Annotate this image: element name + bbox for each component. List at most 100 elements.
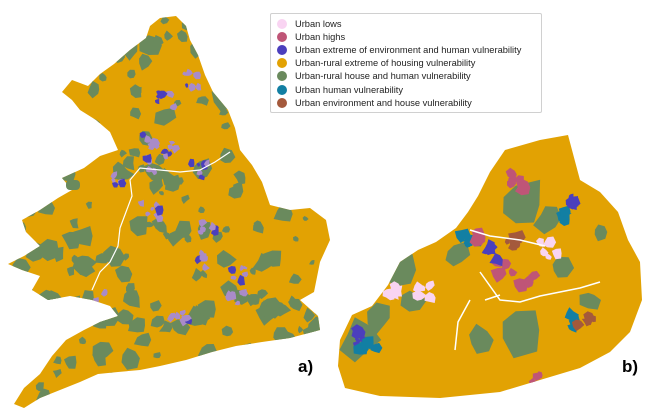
map-a-patch	[168, 400, 180, 408]
map-a-patch	[288, 298, 303, 312]
map-a-base	[8, 16, 330, 408]
map-a-patch	[252, 253, 276, 272]
map-a-patch	[53, 356, 62, 365]
map-a-patch	[8, 305, 22, 324]
legend-item: Urban environment and house vulnerabilit…	[277, 96, 535, 109]
map-a-patch	[154, 107, 177, 126]
map-b-green-patch	[503, 179, 541, 224]
map-a-urban-patch	[167, 144, 174, 151]
map-a-urban-patch	[165, 90, 175, 98]
map-a-patch	[243, 143, 260, 159]
map-a-patch	[80, 263, 96, 278]
map-a-patch	[123, 289, 140, 308]
map-a-patch	[108, 16, 132, 39]
map-a-patch	[31, 66, 46, 79]
map-a-patch	[244, 396, 260, 408]
map-a-patch	[261, 378, 273, 390]
map-a-patch	[128, 317, 145, 333]
map-a-patch	[29, 326, 39, 337]
map-a-patch	[165, 174, 181, 191]
map-a-patch	[177, 30, 188, 42]
map-b-urban-patch	[509, 238, 521, 248]
map-a-urban-patch	[142, 153, 152, 163]
map-a-patch	[57, 26, 76, 44]
map-a-urban-patch	[234, 300, 241, 306]
map-b-urban-patch	[359, 340, 368, 350]
map-a-patch	[13, 20, 33, 38]
map-a-patch	[52, 369, 62, 378]
map-a-patch	[298, 325, 304, 334]
map-a-patch	[253, 71, 264, 78]
legend-label: Urban environment and house vulnerabilit…	[295, 97, 472, 108]
map-a-patch	[69, 319, 80, 327]
map-a-urban-patch	[196, 162, 201, 167]
map-a-urban-patch	[183, 68, 193, 76]
map-a-urban-patch	[181, 315, 192, 322]
map-a-patch	[233, 170, 246, 185]
legend-label: Urban extreme of environment and human v…	[295, 44, 522, 55]
map-a-patch	[55, 16, 69, 22]
map-a-patch	[283, 117, 295, 129]
map-a-patch	[285, 171, 302, 188]
map-a-patch	[248, 91, 260, 105]
map-a-urban-patch	[92, 305, 98, 311]
map-b-urban-patch	[454, 228, 471, 244]
map-a-urban-patch	[198, 219, 208, 228]
legend-label: Urban-rural extreme of housing vulnerabi…	[295, 58, 476, 69]
map-a-patch	[314, 170, 330, 190]
map-a-patch	[272, 340, 288, 351]
map-a-urban-patch	[184, 83, 189, 88]
map-b-urban-patch	[531, 384, 538, 391]
map-a-patch	[167, 387, 175, 396]
map-b-urban-patch	[425, 280, 435, 291]
map-b-urban-patch	[392, 292, 399, 300]
map-a-patch	[73, 302, 93, 316]
map-a-patch	[24, 301, 36, 314]
map-a-patch	[89, 50, 96, 59]
legend-item: Urban highs	[277, 30, 535, 43]
map-a-urban-patch	[150, 207, 155, 211]
map-b-green-patch	[445, 241, 471, 267]
map-a-urban-patch	[200, 226, 206, 233]
map-b-urban-patch	[508, 268, 518, 277]
map-a-patch	[246, 109, 263, 124]
map-a-patch	[145, 221, 155, 228]
map-a-patch	[98, 42, 116, 55]
map-a-patch	[61, 231, 81, 250]
map-b-urban-patch	[469, 230, 486, 247]
map-a-urban-patch	[166, 151, 173, 157]
map-a-patch	[310, 138, 322, 152]
map-a-patch	[56, 162, 76, 182]
map-a-patch	[168, 230, 185, 247]
map-a-patch	[286, 180, 293, 186]
map-a-patch	[235, 343, 257, 363]
map-a-patch	[153, 352, 161, 359]
map-b-urban-patch	[354, 337, 361, 343]
map-b-urban-patch	[571, 319, 585, 332]
map-b-green-patch	[594, 224, 608, 242]
map-a-patch	[218, 372, 226, 380]
map-a-patch	[293, 236, 299, 242]
map-a-patch	[162, 232, 170, 240]
map-a-urban-patch	[169, 140, 176, 145]
map-a-patch	[52, 68, 63, 79]
map-a-urban-patch	[227, 266, 237, 274]
map-a-urban-patch	[196, 82, 202, 91]
map-a-urban-patch	[238, 288, 248, 296]
map-a-patch	[249, 267, 256, 275]
map-b-urban-patch	[504, 237, 511, 245]
map-a-urban-patch	[208, 221, 216, 231]
map-a-urban-patch	[160, 148, 169, 154]
map-a-urban-patch	[112, 182, 119, 188]
map-b-base	[338, 135, 642, 398]
map-a-urban-patch	[153, 211, 164, 223]
map-a-patch	[221, 325, 234, 337]
map-a-urban-patch	[169, 103, 178, 111]
map-a-patch	[199, 270, 208, 279]
map-a-patch	[260, 142, 275, 158]
map-a-patch	[92, 341, 114, 361]
map-a-urban-patch	[163, 152, 168, 160]
map-a-patch	[74, 16, 90, 27]
map-a-patch	[35, 183, 49, 201]
legend-item: Urban-rural extreme of housing vulnerabi…	[277, 57, 535, 70]
